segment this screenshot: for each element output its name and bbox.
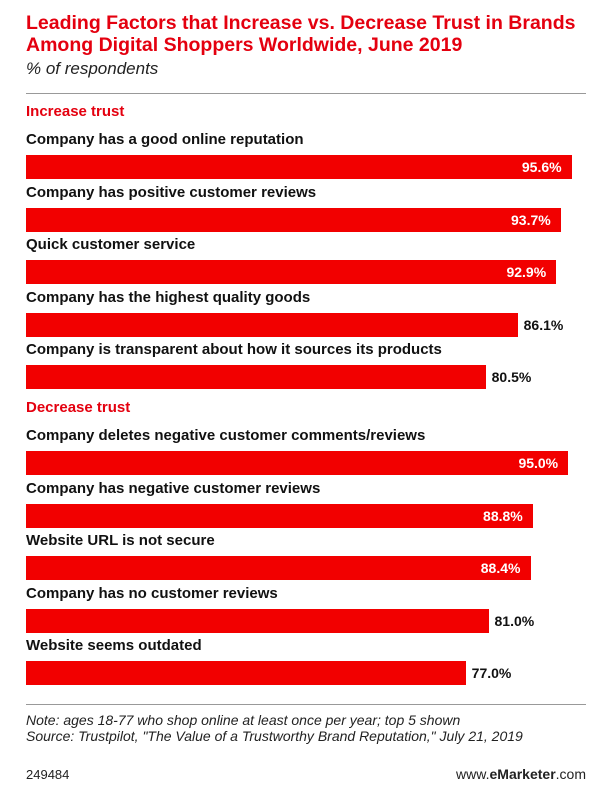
value-label: 95.6% xyxy=(521,159,562,175)
bar xyxy=(26,556,531,580)
category-label: Quick customer service xyxy=(26,236,196,253)
value-label: 86.1% xyxy=(523,316,564,333)
category-label: Company has positive customer reviews xyxy=(26,183,317,201)
bar xyxy=(26,365,486,389)
source-text: Source: Trustpilot, "The Value of a Trus… xyxy=(26,728,523,744)
brand-logo[interactable]: www.eMarketer.com xyxy=(456,766,586,782)
value-label: 77.0% xyxy=(471,665,512,681)
bar xyxy=(26,608,489,633)
value-label: 92.9% xyxy=(506,264,547,280)
note-text: Note: ages 18-77 who shop online at leas… xyxy=(26,712,461,728)
category-label: Company is transparent about how it sour… xyxy=(26,341,442,358)
brand-prefix: www. xyxy=(456,766,490,782)
value-label: 95.0% xyxy=(518,455,559,471)
value-label: 81.0% xyxy=(494,612,535,629)
bottom-divider xyxy=(26,704,586,705)
brand-suffix: .com xyxy=(555,766,586,782)
bar xyxy=(26,207,562,232)
category-label: Website seems outdated xyxy=(26,637,202,654)
value-label: 88.8% xyxy=(483,507,523,524)
value-label: 88.4% xyxy=(480,560,521,576)
bar xyxy=(26,451,569,475)
bar xyxy=(26,260,557,284)
category-label: Company has a good online reputation xyxy=(26,131,304,148)
value-label: 80.5% xyxy=(491,369,532,385)
category-label: Company has no customer reviews xyxy=(26,584,278,602)
top-divider xyxy=(26,93,586,94)
bar xyxy=(26,661,466,685)
bar xyxy=(26,503,534,528)
chart-id: 249484 xyxy=(26,767,70,782)
category-label: Company deletes negative customer commen… xyxy=(26,427,426,444)
chart-note: Note: ages 18-77 who shop online at leas… xyxy=(26,712,586,744)
bar xyxy=(26,155,572,179)
bar xyxy=(26,312,518,337)
section-heading: Increase trust xyxy=(26,103,125,120)
category-label: Company has the highest quality goods xyxy=(26,288,311,306)
chart-title: Leading Factors that Increase vs. Decrea… xyxy=(26,12,576,56)
section-heading: Decrease trust xyxy=(26,399,131,416)
chart-subtitle: % of respondents xyxy=(26,59,159,78)
brand-name: eMarketer xyxy=(489,766,556,782)
category-label: Company has negative customer reviews xyxy=(26,479,321,497)
value-label: 93.7% xyxy=(511,211,551,228)
category-label: Website URL is not secure xyxy=(26,532,215,549)
